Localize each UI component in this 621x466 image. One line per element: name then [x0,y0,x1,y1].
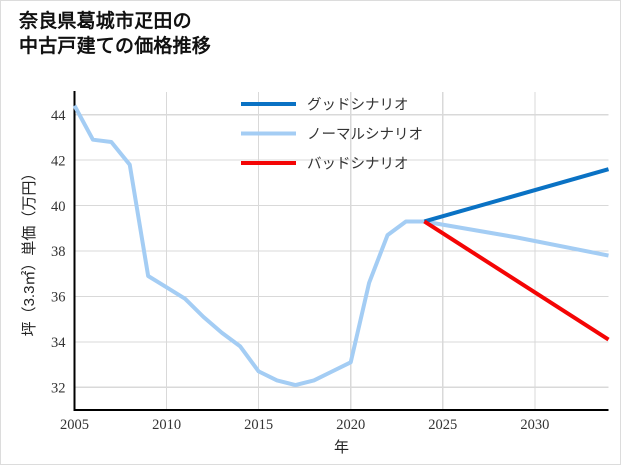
y-axis-tick-label: 36 [51,290,66,306]
y-axis-tick-label: 44 [51,108,66,124]
x-axis-tick-label: 2030 [520,417,549,433]
y-axis-tick-label: 32 [51,380,66,396]
series-line-good [423,167,610,224]
x-axis-tick-label: 2025 [428,417,457,433]
x-axis-tick-label: 2015 [244,417,273,433]
legend-label-2: ノーマルシナリオ [307,127,423,143]
chart-title: 奈良県葛城市疋田の 中古戸建ての価格推移 [19,9,579,59]
legend-label-3: バッドシナリオ [307,156,409,172]
y-axis-tick-label: 40 [51,199,66,215]
x-axis-tick-label: 2020 [336,417,365,433]
axes [73,91,609,412]
chart-title-line-2: 中古戸建ての価格推移 [19,36,212,58]
legend-label-1: グッドシナリオ [307,96,409,113]
y-axis-tick-label: 34 [51,335,66,351]
x-axis-tick-labels: 2005 2010 2015 2020 2025 2030 [60,417,549,433]
series-line-bad [423,219,610,342]
y-axis-tick-label: 38 [51,244,66,260]
chart-title-line-1: 奈良県葛城市疋田の [19,11,192,32]
series-line-normal [72,104,609,388]
x-axis-title: 年 [334,439,349,456]
y-axis-tick-label: 42 [51,153,66,169]
y-axis-tick-labels: 32 34 36 38 40 42 44 [51,108,66,397]
y-axis-title: 坪（3.3㎡）単価（万円） [21,166,38,337]
x-axis-tick-label: 2010 [152,417,181,433]
x-axis-tick-label: 2005 [60,417,89,433]
data-series [72,104,610,388]
